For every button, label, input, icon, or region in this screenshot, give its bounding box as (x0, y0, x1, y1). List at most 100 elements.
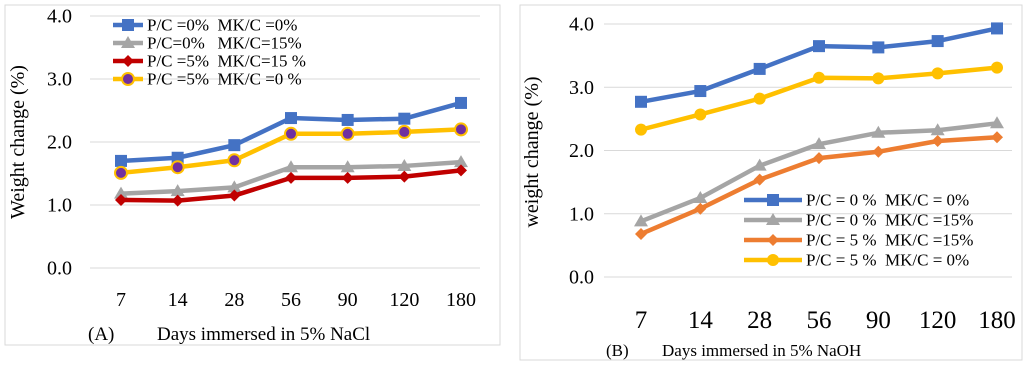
chart-b-y-tick-label: 1.0 (569, 203, 594, 225)
chart-a: 0.0 1.0 2.0 3.0 4.0 7 14 28 56 90 120 180 P/C =0% … (4, 4, 501, 346)
chart-a-y-tick-label: 2.0 (47, 132, 72, 154)
chart-a-legend-marker (122, 55, 134, 67)
chart-a-x-tick-label: 14 (168, 289, 188, 311)
chart-b-data-point (635, 95, 647, 108)
chart-b-data-point (872, 41, 885, 54)
chart-a-legend-label: P/C =5% MK/C =0 % (147, 70, 302, 89)
chart-b-x-tick-label: 7 (635, 307, 648, 334)
chart-a-y-tick-label: 4.0 (47, 6, 72, 28)
chart-a-data-point (341, 113, 354, 126)
chart-b-legend-marker (767, 194, 779, 206)
chart-a-data-point (114, 165, 128, 180)
chart-b-legend-label: P/C = 0 % MK/C = 0% (806, 191, 969, 210)
chart-a-legend: P/C =0% MK/C =0%P/C=0% MK/C=15%P/C =5% M… (113, 16, 306, 89)
chart-a-data-point (285, 112, 297, 125)
chart-b-data-point (753, 62, 766, 75)
chart-a-data-point (228, 139, 241, 152)
chart-a-data-point (171, 151, 184, 164)
chart-b-y-tick-label: 4.0 (569, 14, 594, 36)
chart-a-legend-marker (121, 72, 135, 86)
chart-b-data-point (634, 214, 648, 227)
chart-b-data-point (635, 227, 647, 240)
chart-a-data-point (340, 126, 355, 141)
chart-a-x-tick-label: 180 (446, 289, 476, 311)
chart-b-data-point (813, 71, 825, 84)
chart-a-data-point (170, 184, 185, 197)
chart-b-panel-label: (B) (606, 341, 629, 360)
chart-b-data-point (753, 92, 766, 105)
chart-a-data-point (115, 154, 127, 167)
chart-a-legend-marker (122, 19, 134, 31)
chart-a-x-tick-label: 56 (281, 289, 301, 311)
chart-a-data-point (115, 193, 127, 206)
chart-a-x-axis-label: Days immersed in 5% NaCl (157, 324, 370, 345)
chart-a-data-point (455, 96, 467, 109)
chart-b-legend-marker (766, 213, 780, 225)
chart-a-data-point (170, 160, 185, 175)
chart-a-x-tick-label: 28 (224, 289, 244, 311)
chart-b-series (634, 22, 1004, 240)
chart-b: 0.0 1.0 2.0 3.0 4.0 7 14 28 56 90 120 180 P/C = 0 … (519, 4, 1023, 361)
chart-a-x-tick-label: 120 (389, 289, 419, 311)
chart-b-data-point (991, 131, 1003, 144)
chart-a-panel-label: (A) (88, 324, 114, 345)
chart-a-legend-marker (121, 36, 135, 48)
chart-a-x-tick-label: 7 (116, 289, 126, 311)
chart-a-data-point (227, 153, 242, 168)
chart-b-data-point (752, 158, 767, 171)
chart-a-legend-label: P/C =0% MK/C =0% (147, 16, 297, 35)
chart-b-x-tick-label: 56 (807, 307, 832, 334)
chart-a-data-point (114, 186, 128, 199)
chart-a-data-point (284, 160, 298, 173)
chart-a-data-point (341, 171, 354, 184)
chart-a-data-point (171, 194, 184, 207)
chart-b-legend: P/C = 0 % MK/C = 0%P/C = 0 % MK/C =15%P/… (744, 191, 973, 270)
chart-a-y-tick-label: 0.0 (47, 258, 72, 280)
chart-a-data-point (455, 164, 467, 177)
chart-b-x-tick-label: 28 (747, 307, 772, 334)
chart-b-y-tick-label: 3.0 (569, 77, 594, 99)
chart-a-y-tick-label: 1.0 (47, 195, 72, 217)
chart-b-data-point (991, 61, 1003, 74)
chart-b-data-point (871, 125, 886, 138)
chart-b-legend-label: P/C = 5 % MK/C = 0% (806, 251, 969, 270)
chart-b-legend-label: P/C = 5 % MK/C =15% (806, 231, 973, 250)
chart-a-data-point (227, 180, 242, 193)
chart-b-x-tick-label: 14 (688, 307, 714, 334)
chart-a-data-point (397, 158, 412, 171)
chart-b-legend-label: P/C = 0 % MK/C =15% (806, 211, 973, 230)
chart-a-x-tick-label: 90 (338, 289, 358, 311)
chart-b-data-point (694, 108, 707, 121)
chart-b-data-point (872, 72, 885, 85)
chart-a-data-point (454, 155, 468, 168)
chart-a-data-point (454, 122, 468, 137)
chart-b-data-point (872, 145, 885, 158)
chart-b-data-point (812, 137, 826, 150)
chart-b-x-tick-label: 180 (978, 307, 1016, 334)
chart-a-series (114, 96, 468, 207)
chart-b-data-point (990, 116, 1004, 129)
chart-b-data-point (931, 67, 944, 80)
chart-b-data-point (813, 152, 825, 165)
chart-b-data-point (813, 40, 825, 53)
chart-b-data-point (931, 35, 944, 48)
chart-b-y-tick-label: 2.0 (569, 140, 594, 162)
chart-b-x-axis-label: Days immersed in 5% NaOH (662, 341, 861, 360)
chart-a-legend-label: P/C =5% MK/C=15 % (147, 52, 306, 71)
chart-b-data-point (753, 173, 766, 186)
chart-a-frame (4, 4, 501, 346)
chart-b-data-point (694, 202, 707, 215)
chart-b-x-ticks: 7 14 28 56 90 120 180 (635, 307, 1016, 334)
chart-b-data-point (635, 123, 647, 136)
chart-a-y-axis-label: Weight change (%) (7, 65, 29, 219)
chart-a-y-tick-label: 3.0 (47, 69, 72, 91)
chart-b-data-point (991, 22, 1003, 35)
chart-b-legend-marker (767, 254, 779, 266)
chart-b-y-ticks: 0.0 1.0 2.0 3.0 4.0 (569, 14, 594, 289)
chart-b-x-tick-label: 120 (919, 307, 957, 334)
chart-b-data-point (931, 135, 944, 148)
chart-b-y-axis-label: weight change (%) (521, 76, 543, 227)
chart-b-legend-marker (767, 234, 779, 246)
chart-a-legend-label: P/C=0% MK/C=15% (147, 34, 302, 53)
